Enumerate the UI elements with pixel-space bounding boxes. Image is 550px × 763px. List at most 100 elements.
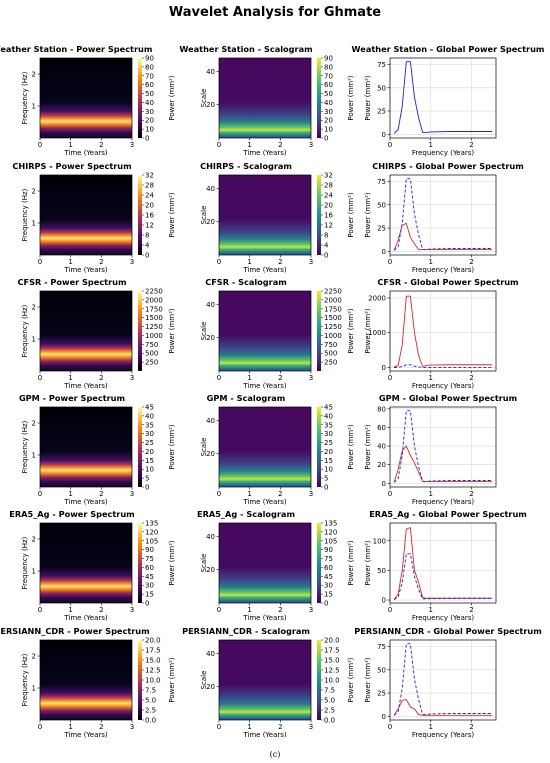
colorbar-tick-label: 250	[145, 359, 158, 367]
x-tick-label: 1	[247, 490, 251, 498]
x-axis-label: Time (Years)	[242, 498, 287, 506]
x-axis-label: Frequency (Years)	[412, 731, 475, 739]
y-tick-label: 25	[377, 225, 386, 233]
colorbar-tick-label: 0.0	[324, 717, 335, 725]
y-tick-label: 50	[377, 201, 386, 209]
colorbar-tick-label: 16	[324, 212, 333, 220]
colorbar-tick-label: 1250	[145, 323, 163, 331]
colorbar-label: Power (mm²)	[168, 308, 176, 354]
colorbar-label: Power (mm²)	[347, 192, 355, 238]
x-tick-label: 0	[217, 258, 221, 266]
colorbar-tick-label: 40	[324, 412, 333, 420]
colorbar-tick-label: 105	[145, 537, 158, 545]
colorbar-tick-label: 7.5	[145, 687, 156, 695]
heatmap-field	[219, 291, 311, 371]
global-panel-4: ERA5_Ag - Global Power Spectrum 0 1 2 0 50 100…	[364, 509, 527, 622]
colorbar-tick-label: 105	[324, 537, 337, 545]
panel-title: GPM - Power Spectrum	[19, 393, 125, 403]
y-tick-label: 80	[377, 405, 386, 413]
colorbar-tick-label: 10.0	[324, 677, 340, 685]
y-tick-label: 40	[206, 301, 215, 309]
colorbar-tick-label: 50	[324, 90, 333, 98]
x-tick-label: 1	[68, 258, 72, 266]
x-tick-label: 1	[247, 374, 251, 382]
x-axis-label: Frequency (Years)	[412, 149, 475, 157]
colorbar-tick-label: 12	[145, 222, 154, 230]
x-tick-label: 2	[278, 723, 282, 731]
colorbar-tick-label: 2250	[324, 288, 342, 296]
x-tick-label: 0	[38, 490, 42, 498]
colorbar-tick-label: 10.0	[145, 677, 161, 685]
x-axis-label: Time (Years)	[63, 614, 108, 622]
heatmap-field	[219, 407, 311, 487]
y-tick-label: 1	[32, 336, 36, 344]
panel-title: GPM - Scalogram	[207, 393, 286, 403]
x-tick-label: 2	[469, 141, 473, 149]
x-tick-label: 1	[247, 141, 251, 149]
colorbar-tick-label: 7.5	[324, 687, 335, 695]
colorbar-tick-label: 40	[145, 99, 154, 107]
x-tick-label: 0	[38, 141, 42, 149]
colorbar-tick-label: 35	[324, 421, 333, 429]
heatmap-field	[40, 407, 132, 487]
panel-title: Weather Station - Scalogram	[179, 44, 312, 54]
x-axis-label: Time (Years)	[242, 266, 287, 274]
x-tick-label: 2	[469, 490, 473, 498]
colorbar	[138, 175, 142, 255]
x-tick-label: 3	[130, 141, 134, 149]
colorbar-tick-label: 135	[324, 520, 337, 528]
axes-frame	[218, 57, 312, 139]
axes-frame	[218, 639, 312, 721]
colorbar	[317, 407, 321, 487]
y-tick-label: 40	[377, 443, 386, 451]
y-tick-label: 25	[377, 108, 386, 116]
colorbar-tick-label: 28	[324, 182, 333, 190]
colorbar-tick-label: 8	[145, 232, 149, 240]
x-tick-label: 2	[99, 723, 103, 731]
colorbar-tick-label: 40	[145, 412, 154, 420]
series-line	[393, 61, 492, 134]
colorbar-tick-label: 12.5	[145, 667, 161, 675]
colorbar	[138, 291, 142, 371]
x-tick-label: 0	[388, 490, 392, 498]
x-axis-label: Time (Years)	[242, 614, 287, 622]
colorbar-tick-label: 0	[324, 135, 328, 143]
colorbar-tick-label: 1000	[324, 332, 342, 340]
x-tick-label: 1	[68, 606, 72, 614]
colorbar-tick-label: 120	[145, 528, 158, 536]
y-tick-label: 40	[206, 68, 215, 76]
colorbar-tick-label: 60	[324, 564, 333, 572]
axes-frame	[39, 57, 133, 139]
colorbar-tick-label: 500	[324, 350, 337, 358]
y-axis-label: Frequency (Hz)	[21, 420, 29, 473]
y-tick-label: 75	[377, 643, 386, 651]
axes-frame	[39, 639, 133, 721]
colorbar-tick-label: 90	[324, 546, 333, 554]
y-axis-label: Power (mm²)	[364, 75, 372, 121]
panel-title: CHIRPS - Scalogram	[200, 161, 292, 171]
panel-title: ERA5_Ag - Global Power Spectrum	[369, 509, 527, 519]
x-tick-label: 1	[68, 141, 72, 149]
heatmap-field	[219, 640, 311, 720]
heatmap-field	[40, 523, 132, 603]
colorbar-tick-label: 0	[324, 484, 328, 492]
x-tick-label: 1	[247, 258, 251, 266]
x-tick-label: 2	[99, 490, 103, 498]
colorbar-tick-label: 32	[145, 172, 154, 180]
colorbar-tick-label: 40	[324, 99, 333, 107]
scalogram-panel-2: CFSR - Scalogram 0 1 2 3 20 40 Time (Years) Scal…	[200, 277, 355, 390]
colorbar-tick-label: 10	[324, 466, 333, 474]
panel-title: CHIRPS - Power Spectrum	[12, 161, 131, 171]
colorbar-tick-label: 16	[145, 212, 154, 220]
x-tick-label: 2	[99, 141, 103, 149]
panel-title: CHIRPS - Global Power Spectrum	[372, 161, 524, 171]
y-axis-label: Power (mm²)	[364, 308, 372, 354]
colorbar-tick-label: 15	[145, 591, 154, 599]
colorbar-tick-label: 0	[145, 600, 149, 608]
heatmap-field	[219, 523, 311, 603]
axes-frame	[218, 522, 312, 604]
y-tick-label: 20	[377, 461, 386, 469]
x-tick-label: 0	[388, 374, 392, 382]
panel-title: PERSIANN_CDR - Power Spectrum	[0, 626, 150, 636]
colorbar	[317, 523, 321, 603]
